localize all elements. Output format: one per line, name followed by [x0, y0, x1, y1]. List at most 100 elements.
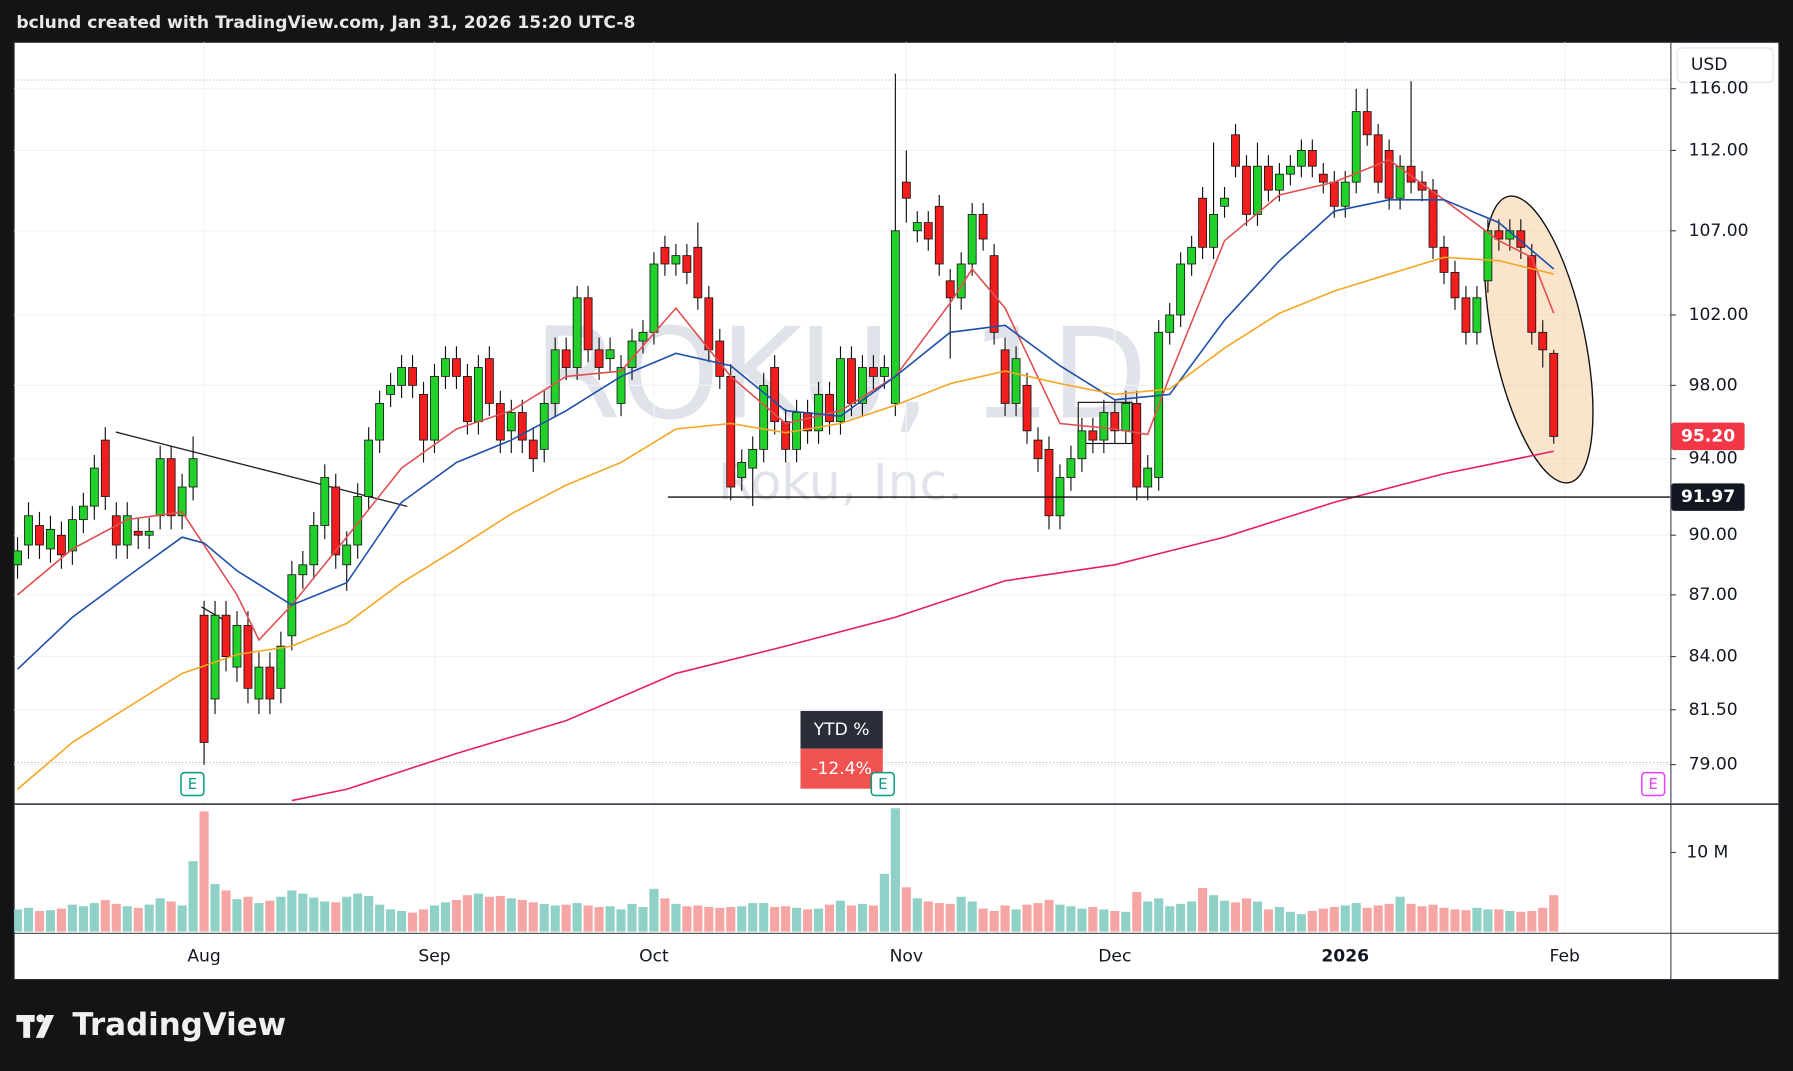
volume-bar [495, 895, 505, 932]
logo-dot [36, 1014, 45, 1023]
volume-bar [1198, 888, 1208, 932]
volume-bar [671, 903, 681, 932]
volume-bar [1143, 901, 1153, 932]
volume-bar [1450, 909, 1460, 932]
price-label-box [1671, 422, 1745, 451]
volume-bar [792, 907, 802, 932]
volume-bar [1549, 895, 1559, 932]
x-tick-label: 2026 [1321, 947, 1369, 967]
candle-body [1307, 150, 1317, 167]
candle-body [934, 205, 944, 265]
volume-bar [923, 901, 933, 932]
candle-body [188, 458, 198, 488]
candle-body [276, 645, 286, 689]
candle-body [748, 448, 758, 469]
candle-body [1066, 458, 1076, 478]
volume-bar [1296, 914, 1306, 932]
volume-bar [1099, 909, 1109, 932]
candle-body [1318, 173, 1328, 183]
moving-average [17, 256, 1554, 790]
y-tick-label: 98.00 [1689, 375, 1738, 395]
volume-bar [1483, 909, 1493, 932]
candle-body [331, 486, 341, 556]
volume-bar [1362, 907, 1372, 932]
candle-body [1209, 214, 1218, 248]
candle-body [57, 534, 66, 556]
candle-body [1231, 134, 1240, 167]
candle-body [693, 246, 703, 299]
y-tick-label: 79.00 [1689, 755, 1738, 775]
currency-box[interactable] [1676, 47, 1774, 83]
volume-bar [1274, 907, 1284, 932]
y-tick-label: 116.00 [1689, 79, 1749, 99]
candle-body [978, 214, 988, 240]
volume-bar [1494, 909, 1504, 932]
candle-body [1428, 189, 1438, 248]
candle-body [825, 393, 834, 423]
candle-body [912, 222, 922, 232]
candle-body [78, 505, 88, 521]
volume-bar [1033, 903, 1043, 932]
moving-average [16, 199, 1555, 670]
earnings-label: E [878, 775, 887, 793]
volume-bar [583, 905, 593, 932]
volume-bar [1516, 911, 1526, 932]
volume-bar [331, 902, 341, 932]
candle-body [452, 358, 461, 377]
candle-body [221, 614, 231, 658]
candle-body [1110, 412, 1120, 432]
candle-body [1549, 352, 1559, 437]
volume-bar [1351, 903, 1361, 932]
candle-body [923, 222, 933, 240]
candle-body [1329, 181, 1339, 207]
candle-body [682, 255, 692, 273]
candle-body [309, 525, 319, 566]
candle-body [1011, 358, 1021, 404]
footer-brand: TradingView [72, 1007, 286, 1043]
volume-bar [737, 906, 747, 932]
candle-body [320, 477, 330, 526]
volume-bar [1406, 903, 1416, 932]
candle-body [199, 614, 209, 743]
ytd-value: -12.4% [811, 759, 872, 779]
candle-body [1000, 349, 1010, 404]
volume-tick-label: 10 M [1686, 842, 1728, 862]
volume-bar [572, 903, 582, 932]
candle-body [550, 349, 560, 404]
candle-body [1362, 111, 1372, 136]
volume-bar [1538, 907, 1548, 932]
candle-body [1275, 173, 1284, 191]
volume-bar [638, 907, 648, 932]
volume-bar [594, 907, 604, 932]
volume-bar [56, 908, 66, 932]
volume-bar [100, 899, 110, 932]
volume-bar [440, 902, 451, 932]
candle-body [726, 376, 736, 488]
volume-bar [649, 888, 659, 932]
volume-bar [770, 907, 780, 932]
candle-body [430, 376, 439, 441]
candle-body [1439, 246, 1449, 273]
candle-body [814, 393, 823, 432]
y-tick-label: 84.00 [1689, 647, 1738, 667]
volume-bar [1428, 904, 1438, 932]
volume-bar [846, 905, 857, 932]
candle-body [408, 367, 417, 386]
candle-body [386, 384, 396, 395]
candle-body [177, 486, 187, 517]
candle-body [1472, 297, 1482, 333]
candle-body [1264, 165, 1273, 191]
volume-bar [1066, 906, 1076, 932]
candle-body [594, 349, 604, 368]
volume-bar [901, 887, 911, 932]
earnings-label: E [188, 775, 197, 793]
volume-bar [1472, 907, 1482, 932]
volume-bar [616, 909, 626, 932]
candle-body [463, 376, 472, 423]
ytd-title-box [800, 710, 883, 749]
candle-body [353, 496, 363, 546]
volume-bar [210, 884, 220, 932]
candle-body [901, 181, 911, 199]
volume-bar [528, 902, 538, 932]
candle-body [660, 246, 670, 265]
